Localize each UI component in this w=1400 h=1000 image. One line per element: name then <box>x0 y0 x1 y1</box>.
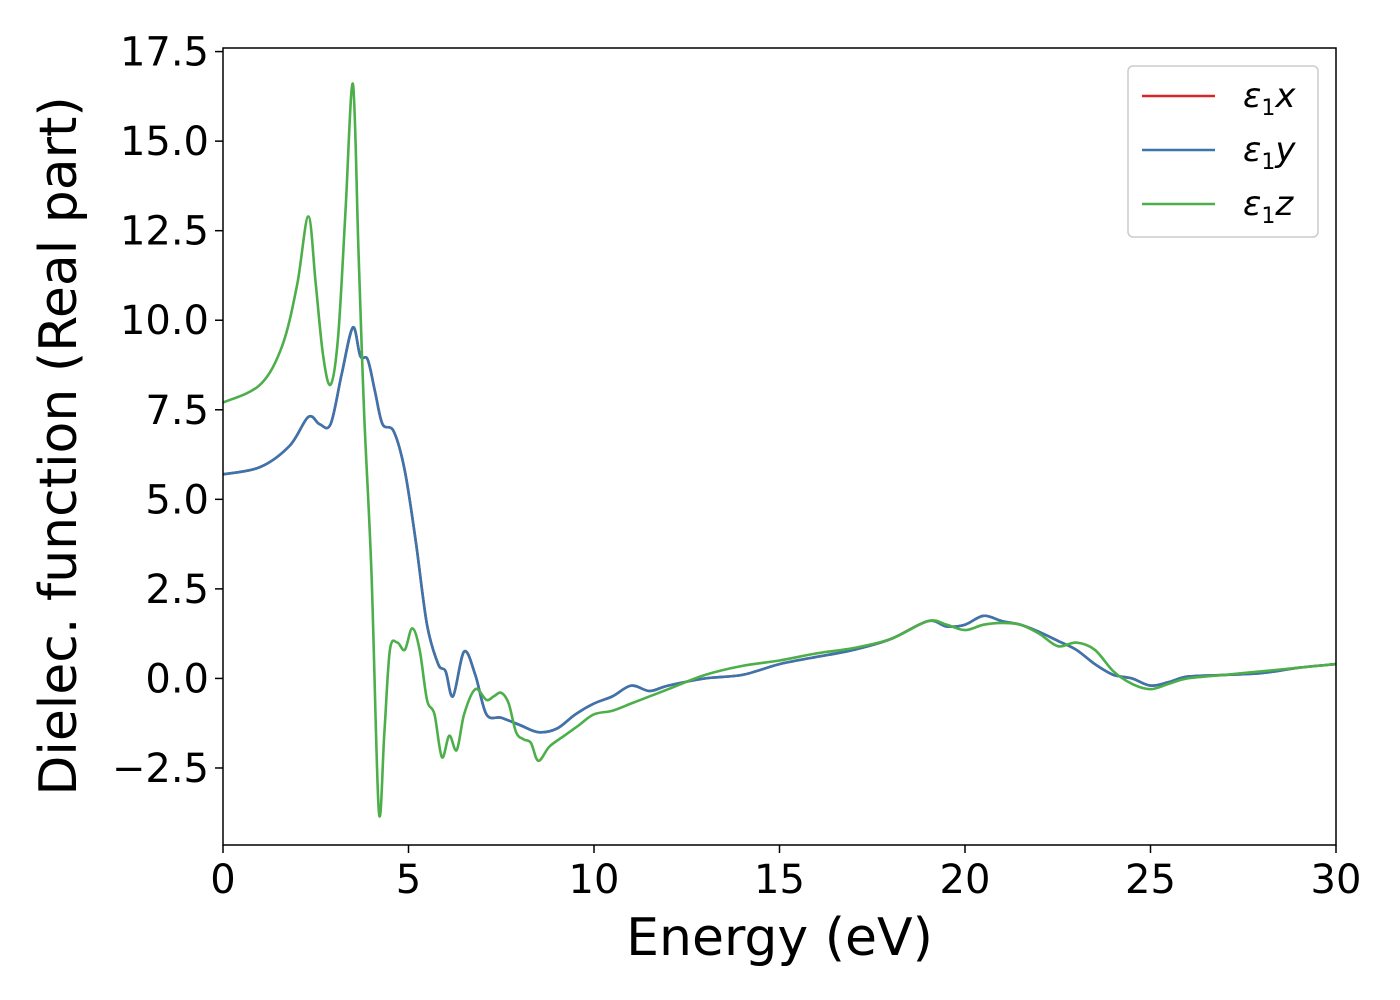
x-tick-label: 10 <box>569 857 620 903</box>
x-tick-label: 30 <box>1311 857 1362 903</box>
x-tick-label: 15 <box>754 857 805 903</box>
y-tick-label: 17.5 <box>120 30 209 76</box>
y-tick-label: −2.5 <box>112 746 209 792</box>
y-tick-label: 0.0 <box>145 656 209 702</box>
y-tick-label: 2.5 <box>145 567 209 613</box>
y-tick-label: 5.0 <box>145 477 209 523</box>
series-lines <box>222 82 1337 818</box>
y-tick-label: 7.5 <box>145 388 209 434</box>
legend-label: ε1x <box>1243 76 1296 121</box>
legend-box <box>1127 65 1319 238</box>
x-tick-label: 25 <box>1125 857 1176 903</box>
legend-label: ε1y <box>1243 130 1296 175</box>
series-line-3 <box>222 82 1337 818</box>
x-axis-title: Energy (eV) <box>626 908 933 968</box>
y-tick-label: 12.5 <box>120 209 209 255</box>
x-axis: 0 5 10 15 20 25 30 <box>210 845 1361 903</box>
y-axis-title: Dielec. function (Real part) <box>29 96 89 795</box>
legend-label: ε1z <box>1243 184 1294 229</box>
y-tick-label: 10.0 <box>120 298 209 344</box>
x-tick-label: 5 <box>396 857 421 903</box>
y-axis: −2.5 0.0 2.5 5.0 7.5 10.0 12.5 15.0 17.5 <box>112 30 223 792</box>
x-tick-label: 0 <box>210 857 235 903</box>
y-tick-label: 15.0 <box>120 119 209 165</box>
x-tick-label: 20 <box>940 857 991 903</box>
series-line-2 <box>222 326 1337 734</box>
legend: ε1x ε1y ε1z <box>1127 65 1319 238</box>
